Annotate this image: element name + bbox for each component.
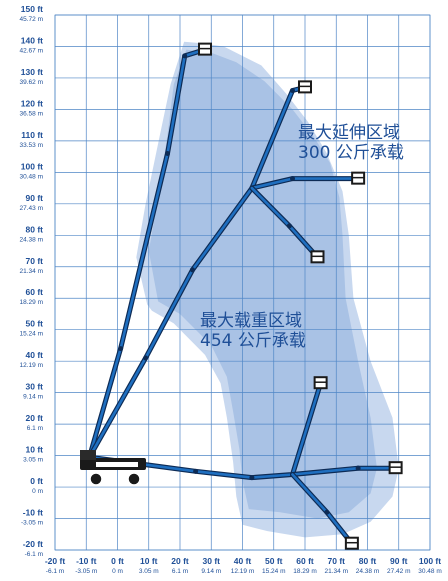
x-tick-label: 20 ft xyxy=(171,556,189,566)
y-tick-sublabel: 24.38 m xyxy=(20,236,44,243)
y-tick-sublabel: -3.05 m xyxy=(21,520,43,527)
x-tick-sublabel: 3.05 m xyxy=(139,568,159,575)
zone-label-max-reach-capacity: 300 公斤承载 xyxy=(298,143,404,163)
zone-label-max-reach-name: 最大延伸区域 xyxy=(298,123,400,143)
boom-joint xyxy=(190,267,195,273)
boom-joint xyxy=(355,465,361,471)
y-tick-sublabel: 3.05 m xyxy=(23,457,43,464)
x-tick-label: 10 ft xyxy=(140,556,158,566)
y-tick-sublabel: 0 m xyxy=(32,488,43,495)
y-tick-sublabel: 42.67 m xyxy=(20,47,44,54)
zone-label-max-load-name: 最大载重区域 xyxy=(200,311,302,331)
x-tick-sublabel: 24.38 m xyxy=(356,568,380,575)
y-tick-label: 120 ft xyxy=(21,98,43,108)
boom-joint xyxy=(118,346,124,352)
y-tick-sublabel: 6.1 m xyxy=(27,425,43,432)
y-tick-label: 100 ft xyxy=(21,161,43,171)
x-tick-label: 60 ft xyxy=(296,556,314,566)
x-tick-label: 50 ft xyxy=(265,556,283,566)
boom-joint xyxy=(290,88,295,94)
y-tick-label: 10 ft xyxy=(26,445,44,455)
y-tick-sublabel: 15.24 m xyxy=(20,331,44,338)
x-tick-label: -20 ft xyxy=(45,556,65,566)
lift-machine xyxy=(80,450,146,486)
y-tick-sublabel: 12.19 m xyxy=(20,362,44,369)
boom-joint xyxy=(193,468,199,474)
y-tick-sublabel: 9.14 m xyxy=(23,394,43,401)
reach-zones xyxy=(136,41,399,538)
y-tick-sublabel: 33.53 m xyxy=(20,142,44,149)
y-tick-label: 40 ft xyxy=(26,350,44,360)
boom-joint xyxy=(286,223,292,229)
lift-turntable xyxy=(80,450,96,460)
x-tick-label: 100 ft xyxy=(419,556,441,566)
y-tick-label: 140 ft xyxy=(21,35,43,45)
y-tick-label: -20 ft xyxy=(23,539,43,549)
x-tick-sublabel: -6.1 m xyxy=(46,568,64,575)
boom-joint xyxy=(143,355,149,361)
zone-area-1 xyxy=(148,49,377,519)
x-tick-sublabel: 21.34 m xyxy=(325,568,349,575)
y-tick-label: 20 ft xyxy=(26,413,44,423)
x-tick-label: 40 ft xyxy=(234,556,252,566)
y-tick-sublabel: 45.72 m xyxy=(20,16,44,23)
x-tick-label: 30 ft xyxy=(203,556,221,566)
x-tick-sublabel: 18.29 m xyxy=(293,568,317,575)
y-tick-sublabel: 18.29 m xyxy=(20,299,44,306)
x-tick-sublabel: 6.1 m xyxy=(172,568,188,575)
x-tick-label: 70 ft xyxy=(328,556,346,566)
y-tick-label: 50 ft xyxy=(26,319,44,329)
x-tick-label: -10 ft xyxy=(76,556,96,566)
y-tick-sublabel: 36.58 m xyxy=(20,110,44,117)
y-tick-sublabel: 21.34 m xyxy=(20,268,44,275)
lift-wheel-rear xyxy=(89,472,103,486)
y-tick-label: 80 ft xyxy=(26,224,44,234)
y-tick-label: 150 ft xyxy=(21,4,43,14)
x-tick-sublabel: 0 m xyxy=(112,568,123,575)
boom-positions xyxy=(86,42,403,550)
x-tick-sublabel: 30.48 m xyxy=(418,568,442,575)
boom-joint xyxy=(249,475,255,481)
boom-joint xyxy=(182,53,188,59)
y-tick-sublabel: 39.62 m xyxy=(20,79,44,86)
lift-wheel-front xyxy=(127,472,141,486)
y-tick-sublabel: -6.1 m xyxy=(25,551,43,558)
x-tick-sublabel: 9.14 m xyxy=(201,568,221,575)
lift-counterweight xyxy=(96,462,138,467)
x-tick-sublabel: -3.05 m xyxy=(75,568,97,575)
x-tick-sublabel: 12.19 m xyxy=(231,568,255,575)
plot-frame xyxy=(54,14,431,551)
zone-label-max-load-capacity: 454 公斤承载 xyxy=(200,331,306,351)
x-tick-sublabel: 15.24 m xyxy=(262,568,286,575)
grid: -20 ft-6.1 m-10 ft-3.05 m0 ft0 m10 ft3.0… xyxy=(20,4,442,575)
boom-joint xyxy=(324,509,330,515)
y-tick-label: 60 ft xyxy=(26,287,44,297)
x-tick-label: 90 ft xyxy=(390,556,408,566)
x-tick-label: 0 ft xyxy=(111,556,124,566)
y-tick-label: 130 ft xyxy=(21,67,43,77)
y-tick-label: -10 ft xyxy=(23,508,43,518)
x-tick-sublabel: 27.42 m xyxy=(387,568,411,575)
y-tick-label: 90 ft xyxy=(26,193,44,203)
y-tick-sublabel: 30.48 m xyxy=(20,173,44,180)
x-tick-label: 80 ft xyxy=(359,556,377,566)
y-tick-label: 0 ft xyxy=(30,476,43,486)
y-tick-sublabel: 27.43 m xyxy=(20,205,44,212)
boom-joint xyxy=(290,176,295,182)
y-tick-label: 30 ft xyxy=(26,382,44,392)
y-tick-label: 70 ft xyxy=(26,256,44,266)
boom-joint xyxy=(165,150,170,156)
y-tick-label: 110 ft xyxy=(21,130,43,140)
